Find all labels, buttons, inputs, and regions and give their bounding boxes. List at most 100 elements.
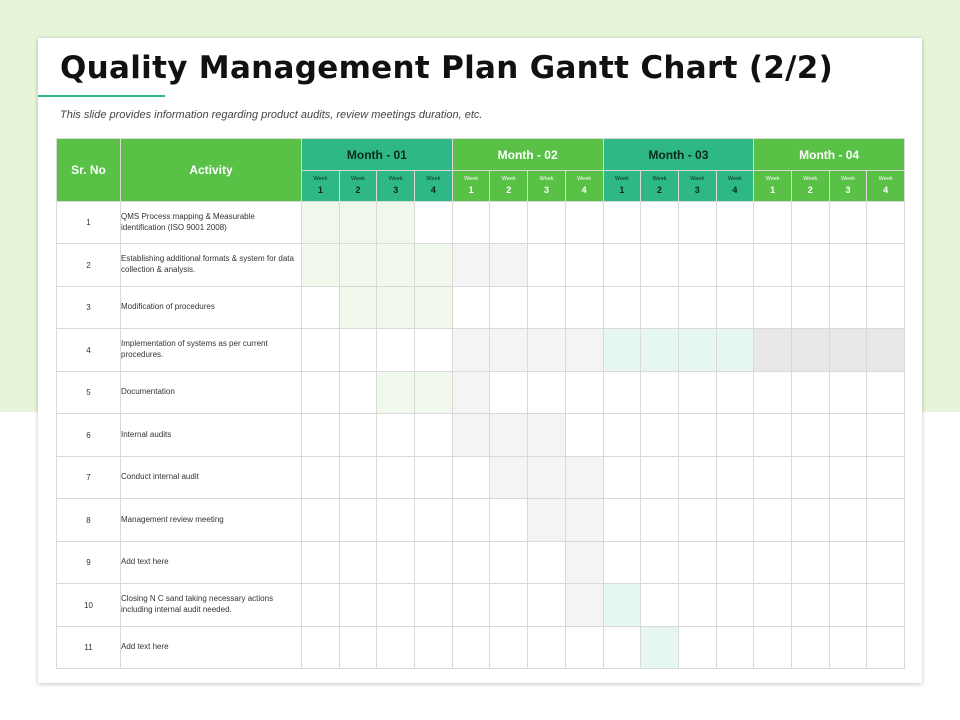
gantt-bar-cell (753, 328, 792, 372)
gantt-cell (376, 498, 416, 542)
gantt-cell (564, 286, 604, 329)
gantt-bar-cell (564, 583, 604, 627)
gantt-bar-cell (376, 371, 416, 414)
week-header: Week 3 (527, 170, 566, 202)
table-row: 11 Add text here (56, 626, 905, 669)
gantt-cell (677, 541, 717, 584)
row-number: 11 (56, 626, 121, 669)
gantt-cell (828, 456, 868, 499)
gantt-cell (301, 583, 340, 627)
sr-no-header: Sr. No (56, 138, 121, 202)
gantt-cell (753, 456, 792, 499)
week-number: 2 (807, 184, 813, 195)
activity-cell: Add text here (120, 541, 302, 584)
gantt-bar-cell (828, 328, 868, 372)
gantt-cell (338, 413, 378, 457)
gantt-cell (564, 201, 604, 244)
gantt-bar-cell (414, 286, 453, 329)
month-header: Month - 01 (301, 138, 453, 171)
table-row: 9 Add text here (56, 541, 905, 584)
gantt-cell (414, 626, 453, 669)
row-number: 3 (56, 286, 121, 329)
gantt-bar-cell (677, 328, 717, 372)
gantt-cell (602, 201, 642, 244)
gantt-cell (489, 626, 529, 669)
month-header: Month - 04 (753, 138, 905, 171)
gantt-bar-cell (414, 243, 453, 287)
table-row: 2 Establishing additional formats & syste… (56, 243, 905, 287)
activity-cell: Implementation of systems as per current… (120, 328, 302, 372)
week-header: Week 1 (451, 170, 491, 202)
gantt-cell (489, 286, 529, 329)
gantt-cell (640, 498, 679, 542)
gantt-cell (715, 201, 755, 244)
week-header: Week 2 (489, 170, 529, 202)
gantt-cell (677, 201, 717, 244)
row-number: 9 (56, 541, 121, 584)
week-number: 1 (619, 184, 625, 195)
gantt-cell (790, 201, 830, 244)
gantt-bar-cell (790, 328, 830, 372)
week-label: Week (426, 176, 441, 183)
gantt-cell (677, 413, 717, 457)
gantt-cell (753, 243, 792, 287)
gantt-cell (828, 583, 868, 627)
gantt-cell (790, 243, 830, 287)
gantt-cell (715, 583, 755, 627)
activity-cell: Establishing additional formats & system… (120, 243, 302, 287)
gantt-cell (338, 328, 378, 372)
gantt-bar-cell (301, 243, 340, 287)
gantt-cell (489, 371, 529, 414)
gantt-bar-cell (564, 498, 604, 542)
gantt-cell (828, 626, 868, 669)
table-row: 7 Conduct internal audit (56, 456, 905, 499)
gantt-cell (451, 456, 491, 499)
gantt-bar-cell (451, 413, 491, 457)
gantt-bar-cell (451, 243, 491, 287)
week-number: 1 (317, 184, 323, 195)
gantt-cell (715, 371, 755, 414)
gantt-cell (414, 456, 453, 499)
gantt-cell (715, 541, 755, 584)
week-label: Week (840, 176, 855, 183)
gantt-cell (677, 286, 717, 329)
week-label: Week (351, 176, 366, 183)
gantt-cell (866, 243, 905, 287)
gantt-cell (451, 498, 491, 542)
week-number: 4 (883, 184, 889, 195)
gantt-cell (489, 201, 529, 244)
gantt-bar-cell (527, 498, 566, 542)
gantt-cell (866, 583, 905, 627)
gantt-cell (338, 583, 378, 627)
gantt-cell (790, 583, 830, 627)
row-number: 4 (56, 328, 121, 372)
gantt-cell (790, 541, 830, 584)
gantt-cell (301, 456, 340, 499)
gantt-cell (602, 243, 642, 287)
page-title: Quality Management Plan Gantt Chart (2/2… (60, 50, 834, 86)
gantt-bar-cell (301, 201, 340, 244)
week-header: Week 3 (828, 170, 868, 202)
gantt-cell (338, 498, 378, 542)
gantt-cell (790, 456, 830, 499)
week-header: Week 4 (715, 170, 755, 202)
month-header: Month - 03 (602, 138, 755, 171)
gantt-bar-cell (376, 243, 416, 287)
month-header-row: Sr. No Activity Month - 01 Month - 02 Mo… (56, 138, 905, 202)
week-header: Week 4 (414, 170, 453, 202)
gantt-bar-cell (489, 328, 529, 372)
gantt-cell (602, 371, 642, 414)
gantt-cell (527, 626, 566, 669)
table-row: 6 Internal audits (56, 413, 905, 457)
activity-cell: Closing N C sand taking necessary action… (120, 583, 302, 627)
gantt-cell (753, 583, 792, 627)
gantt-bar-cell (527, 413, 566, 457)
gantt-cell (602, 456, 642, 499)
title-underline (38, 95, 165, 97)
week-number: 4 (430, 184, 436, 195)
row-number: 5 (56, 371, 121, 414)
gantt-table: Sr. No Activity Month - 01 Month - 02 Mo… (56, 138, 905, 669)
row-number: 7 (56, 456, 121, 499)
gantt-cell (301, 328, 340, 372)
gantt-cell (753, 201, 792, 244)
